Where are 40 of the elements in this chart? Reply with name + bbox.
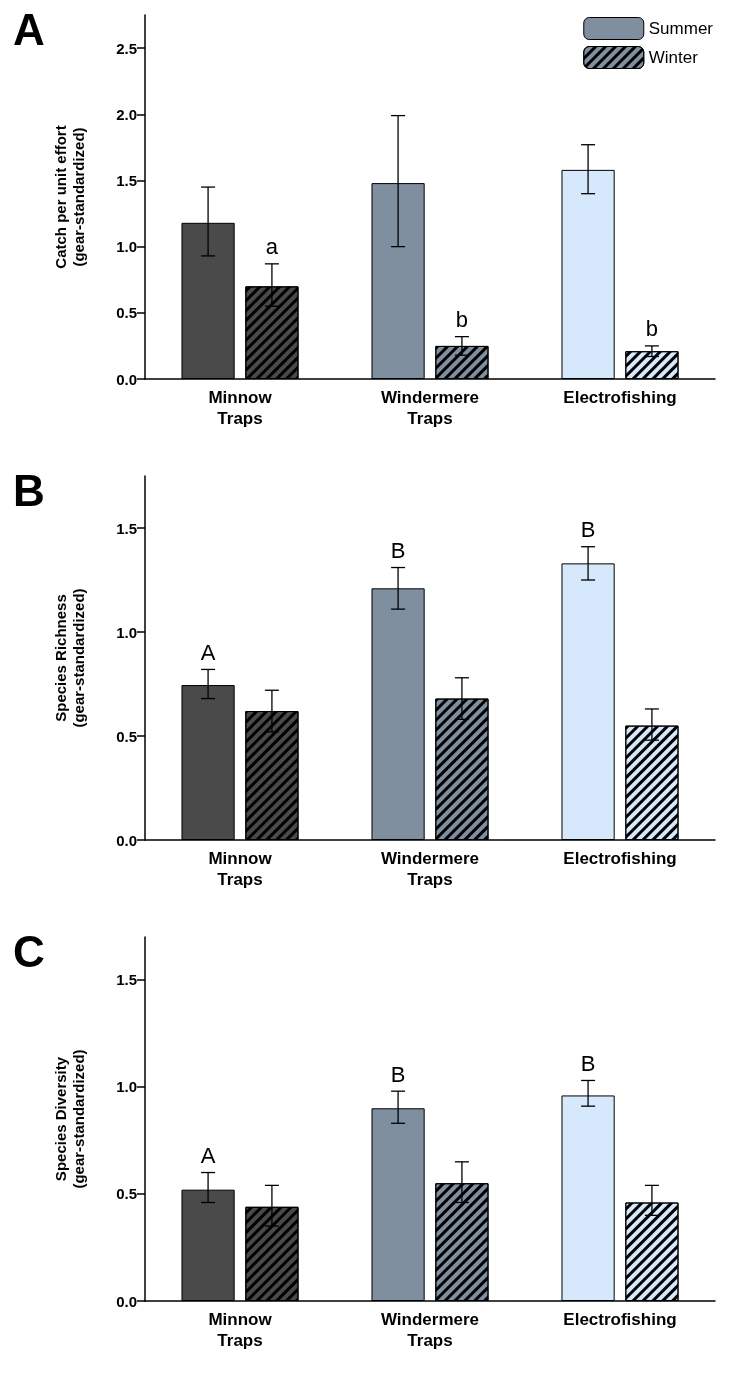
y-tick-label: 0.0 (116, 370, 137, 388)
x-tick-label: Minnow Traps (208, 388, 273, 428)
y-tick-label: 2.5 (116, 39, 137, 57)
chart-title: C (13, 926, 45, 976)
y-tick-label: 2.0 (116, 105, 137, 123)
annotation: A (200, 639, 216, 665)
y-axis-title: Catch per unit effort (gear-standardized) (51, 125, 87, 269)
x-tick-label: Windermere Traps (380, 1310, 480, 1350)
y-tick-label: 0.5 (116, 1185, 137, 1203)
annotation: b (645, 316, 659, 342)
x-tick-label: Electrofishing (563, 849, 677, 868)
annotation: B (390, 1061, 406, 1087)
y-tick-label: 1.5 (116, 519, 137, 537)
y-axis-title: Species Richness (gear-standardized) (51, 588, 87, 728)
legend-label: Winter (648, 48, 699, 67)
y-tick-label: 1.5 (116, 171, 137, 189)
annotation: B (580, 1050, 596, 1076)
y-tick-label: 0.5 (116, 304, 137, 322)
y-tick-label: 0.0 (116, 1292, 137, 1310)
chart-title: A (13, 4, 45, 54)
y-tick-label: 1.0 (116, 623, 137, 641)
y-tick-label: 1.0 (116, 238, 137, 256)
y-tick-label: 0.0 (116, 831, 137, 849)
annotation: B (390, 538, 406, 564)
y-tick-label: 1.5 (116, 971, 137, 989)
x-tick-label: Minnow Traps (208, 849, 273, 889)
x-tick-label: Windermere Traps (380, 849, 480, 889)
annotation: A (200, 1143, 216, 1169)
x-tick-label: Windermere Traps (380, 388, 480, 428)
x-tick-label: Electrofishing (563, 388, 677, 407)
x-tick-label: Electrofishing (563, 1310, 677, 1329)
annotation: b (455, 307, 469, 333)
annotation: a (265, 234, 279, 260)
chart-title: B (13, 465, 45, 515)
y-tick-label: 0.5 (116, 727, 137, 745)
y-axis-title: Species Diversity (gear-standardized) (51, 1049, 87, 1189)
y-tick-label: 1.0 (116, 1078, 137, 1096)
legend-label: Summer (648, 19, 714, 38)
annotation: B (580, 517, 596, 543)
x-tick-label: Minnow Traps (208, 1310, 273, 1350)
